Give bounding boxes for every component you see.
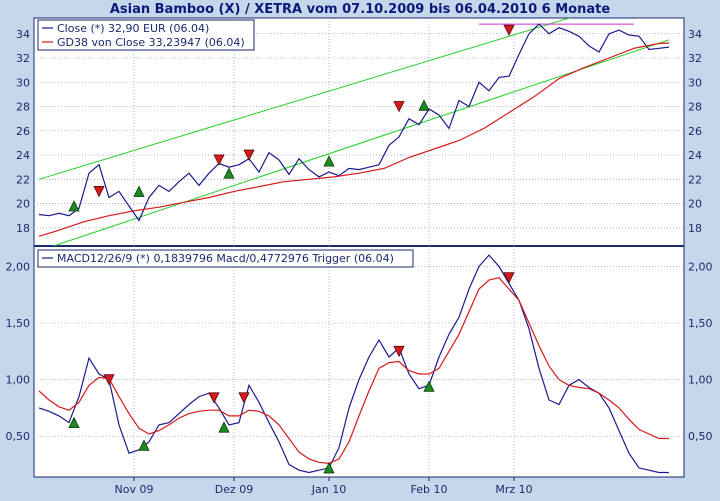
price-buy-marker bbox=[133, 185, 145, 197]
chart-title: Asian Bamboo (X) / XETRA vom 07.10.2009 … bbox=[110, 2, 611, 17]
macd-ytick-right: 2,00 bbox=[688, 260, 713, 273]
price-ytick-right: 30 bbox=[688, 76, 702, 89]
price-ytick-left: 26 bbox=[16, 125, 30, 138]
price-ytick-right: 34 bbox=[688, 28, 702, 41]
price-buy-marker bbox=[323, 155, 335, 167]
macd-buy-marker bbox=[68, 416, 80, 429]
price-ytick-right: 22 bbox=[688, 173, 702, 186]
macd-legend: MACD12/26/9 (*) 0,1839796 Macd/0,4772976… bbox=[37, 249, 414, 268]
macd-ytick-left: 2,00 bbox=[6, 260, 31, 273]
price-ytick-left: 20 bbox=[16, 198, 30, 211]
x-tick-label: Dez 09 bbox=[215, 483, 254, 496]
macd-sell-marker bbox=[238, 392, 250, 404]
price-axis-ticks: 18 18 20 20 22 22 24 24 26 26 28 28 30 30 32 32 34 34 bbox=[16, 28, 702, 235]
trend-line bbox=[51, 39, 670, 246]
macd-buy-marker bbox=[423, 380, 435, 392]
price-buy-marker bbox=[68, 200, 80, 212]
x-tick-label: Feb 10 bbox=[411, 483, 448, 496]
macd-ytick-right: 1,00 bbox=[688, 374, 713, 387]
legend-gd38: GD38 von Close 33,23947 (06.04) bbox=[57, 36, 245, 49]
price-buy-marker bbox=[418, 99, 430, 111]
legend-close: Close (*) 32,90 EUR (06.04) bbox=[57, 22, 209, 35]
macd-plot-area bbox=[33, 245, 685, 478]
macd-sell-marker bbox=[393, 345, 405, 358]
price-series-gd38 bbox=[38, 42, 670, 237]
price-plot-area bbox=[33, 17, 685, 247]
macd-axis-ticks: 0,50 0,50 1,00 1,00 1,50 1,50 2,00 2,00 bbox=[6, 260, 713, 443]
price-legend: Close (*) 32,90 EUR (06.04) GD38 von Clo… bbox=[37, 19, 255, 51]
price-sell-marker bbox=[503, 24, 515, 37]
price-ytick-right: 24 bbox=[688, 149, 702, 162]
macd-ytick-right: 0,50 bbox=[688, 430, 713, 443]
price-ytick-right: 18 bbox=[688, 222, 702, 235]
price-buy-marker bbox=[223, 167, 235, 179]
macd-buy-marker bbox=[218, 421, 230, 433]
macd-series-trigger bbox=[38, 277, 669, 465]
macd-buy-marker bbox=[323, 462, 335, 474]
price-legend-box bbox=[37, 19, 255, 51]
price-lines bbox=[38, 18, 670, 246]
macd-sell-marker bbox=[503, 272, 515, 284]
macd-ytick-left: 1,50 bbox=[6, 317, 31, 330]
price-ytick-left: 34 bbox=[16, 28, 30, 41]
x-tick-label: Mrz 10 bbox=[495, 483, 532, 496]
price-sell-marker bbox=[393, 101, 405, 113]
price-sell-marker bbox=[93, 186, 105, 198]
price-ytick-left: 24 bbox=[16, 149, 30, 162]
trend-line bbox=[38, 18, 572, 180]
macd-legend-box bbox=[37, 249, 414, 268]
price-ytick-right: 28 bbox=[688, 101, 702, 114]
macd-ytick-left: 1,00 bbox=[6, 374, 31, 387]
price-ytick-right: 20 bbox=[688, 198, 702, 211]
x-tick-label: Nov 09 bbox=[115, 483, 154, 496]
price-ytick-left: 32 bbox=[16, 52, 30, 65]
price-ytick-right: 32 bbox=[688, 52, 702, 65]
macd-sell-marker bbox=[208, 392, 220, 404]
macd-ytick-right: 1,50 bbox=[688, 317, 713, 330]
price-sell-marker bbox=[243, 149, 255, 161]
price-ytick-left: 22 bbox=[16, 173, 30, 186]
macd-ytick-left: 0,50 bbox=[6, 430, 31, 443]
price-ytick-left: 28 bbox=[16, 101, 30, 114]
macd-buy-marker bbox=[138, 439, 150, 451]
legend-macd: MACD12/26/9 (*) 0,1839796 Macd/0,4772976… bbox=[57, 252, 394, 265]
price-sell-marker bbox=[213, 154, 225, 166]
macd-sell-marker bbox=[103, 374, 115, 386]
x-axis-ticks: Nov 09 Dez 09 Jan 10 Feb 10 Mrz 10 bbox=[115, 477, 533, 496]
x-tick-label: Jan 10 bbox=[311, 483, 346, 496]
price-ytick-right: 26 bbox=[688, 125, 702, 138]
price-ytick-left: 30 bbox=[16, 76, 30, 89]
price-signal-markers bbox=[68, 24, 515, 212]
price-ytick-left: 18 bbox=[16, 222, 30, 235]
macd-signal-markers bbox=[68, 272, 515, 474]
